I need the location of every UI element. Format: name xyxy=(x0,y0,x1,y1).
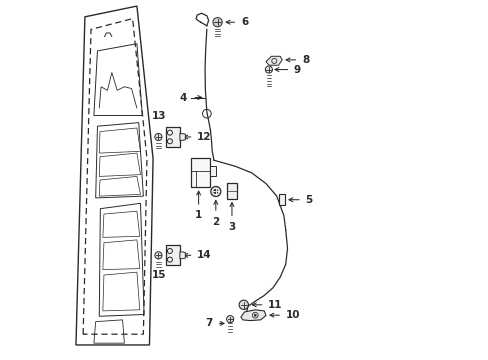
Polygon shape xyxy=(265,56,282,65)
Circle shape xyxy=(213,189,218,194)
Polygon shape xyxy=(180,134,185,140)
Text: 13: 13 xyxy=(152,111,166,121)
Text: 4: 4 xyxy=(180,93,187,103)
Circle shape xyxy=(155,252,162,259)
Text: 5: 5 xyxy=(305,195,312,205)
FancyBboxPatch shape xyxy=(166,246,180,265)
Circle shape xyxy=(265,66,272,73)
Circle shape xyxy=(212,18,222,27)
Text: 9: 9 xyxy=(293,64,301,75)
Polygon shape xyxy=(180,252,185,259)
FancyBboxPatch shape xyxy=(210,166,215,176)
Text: 14: 14 xyxy=(197,250,211,260)
FancyBboxPatch shape xyxy=(278,194,285,205)
Circle shape xyxy=(254,314,256,316)
Text: 15: 15 xyxy=(152,270,166,280)
Text: 3: 3 xyxy=(228,222,235,232)
Circle shape xyxy=(239,300,248,310)
Polygon shape xyxy=(241,310,265,320)
Text: 12: 12 xyxy=(197,132,211,142)
Circle shape xyxy=(155,134,162,140)
Text: 1: 1 xyxy=(195,211,202,220)
Text: 10: 10 xyxy=(285,310,300,320)
Text: 11: 11 xyxy=(267,300,282,310)
Text: 6: 6 xyxy=(241,17,247,27)
Circle shape xyxy=(210,186,221,197)
FancyBboxPatch shape xyxy=(190,158,210,187)
Circle shape xyxy=(226,316,233,323)
Text: 7: 7 xyxy=(205,319,212,328)
Text: 2: 2 xyxy=(212,217,219,226)
FancyBboxPatch shape xyxy=(226,183,237,199)
FancyBboxPatch shape xyxy=(166,127,180,147)
Text: 8: 8 xyxy=(301,55,308,65)
